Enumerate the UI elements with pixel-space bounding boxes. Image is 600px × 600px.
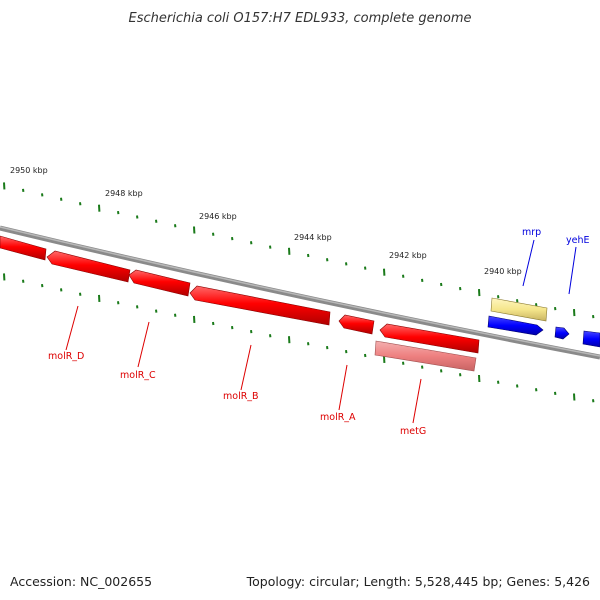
gene-label-molR_A[interactable]: molR_A	[320, 412, 356, 423]
gene-arrow-molR_A[interactable]	[189, 285, 331, 326]
scale-label-2948: 2948 kbp	[105, 189, 143, 198]
scale-label-2944: 2944 kbp	[294, 233, 332, 242]
genome-backbone	[0, 225, 600, 360]
gene-label-molR_B[interactable]: molR_B	[223, 391, 259, 402]
genome-summary-text: Topology: circular; Length: 5,528,445 bp…	[246, 574, 590, 589]
gene-arrow-molR_C[interactable]	[46, 250, 131, 283]
gene-arrow-yehE[interactable]	[554, 326, 570, 340]
outer-tick-row	[3, 182, 595, 319]
scale-label-2940: 2940 kbp	[484, 267, 522, 276]
gene-arrow-molR_B[interactable]	[128, 269, 191, 297]
gene-label-mrp[interactable]: mrp	[522, 227, 541, 238]
gene-label-metG[interactable]: metG	[400, 426, 426, 437]
page-title: Escherichia coli O157:H7 EDL933, complet…	[129, 11, 472, 26]
gene-label-leaders	[65, 239, 577, 424]
accession-text: Accession: NC_002655	[10, 574, 152, 589]
gene-label-yehE[interactable]: yehE	[566, 235, 590, 246]
reverse-strand-genes	[0, 235, 480, 372]
gene-arrow-metG[interactable]	[379, 323, 480, 354]
scale-label-2946: 2946 kbp	[199, 212, 237, 221]
gene-arrow-molR_D[interactable]	[0, 235, 47, 261]
scale-label-2950: 2950 kbp	[10, 166, 48, 175]
gene-arrow-mrp[interactable]	[487, 315, 544, 336]
gene-arrow-metG-light[interactable]	[374, 340, 477, 372]
gene-arrow-mrp-light[interactable]	[490, 297, 548, 322]
gene-arrow-molR_A-2[interactable]	[338, 314, 375, 335]
gene-label-molR_D[interactable]: molR_D	[48, 351, 84, 362]
gene-label-molR_C[interactable]: molR_C	[120, 370, 156, 381]
forward-strand-genes	[487, 297, 600, 348]
inner-tick-row	[3, 273, 595, 403]
gene-arrow-yehE-2[interactable]	[582, 330, 600, 348]
scale-label-2942: 2942 kbp	[389, 251, 427, 260]
